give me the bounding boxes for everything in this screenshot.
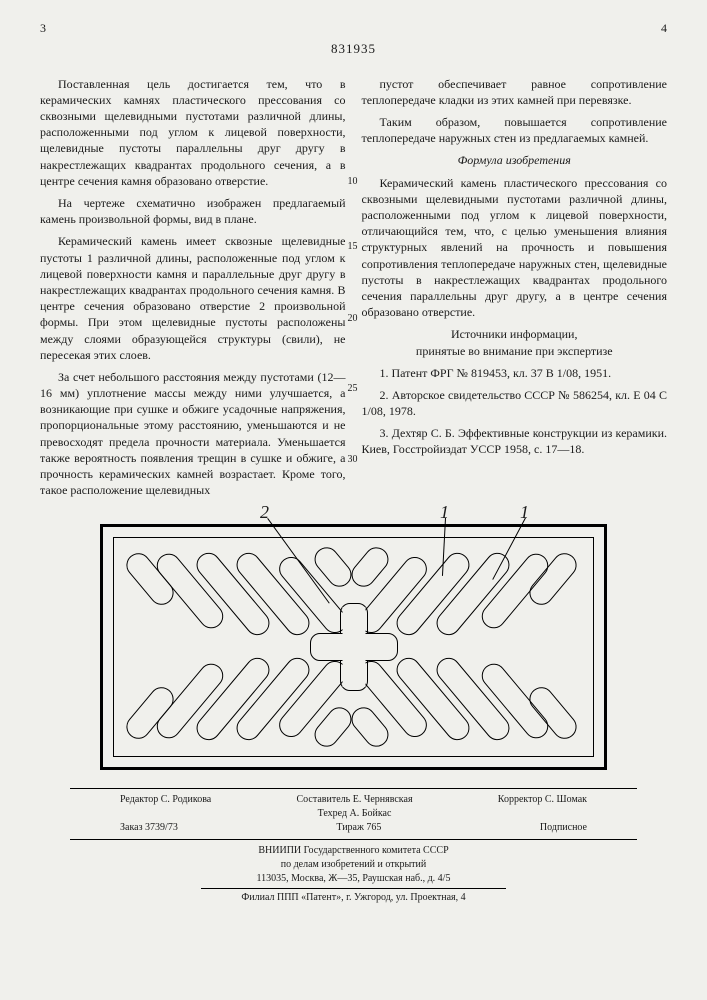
paragraph: Керамический камень имеет сквозные щелев…: [40, 233, 346, 363]
line-marker: 30: [348, 453, 358, 467]
source-item: 1. Патент ФРГ № 819453, кл. 37 В 1/08, 1…: [362, 365, 668, 381]
page-left: 3: [40, 20, 46, 36]
paragraph: Поставленная цель достигается тем, что в…: [40, 76, 346, 189]
org-line: ВНИИПИ Государственного комитета СССР: [40, 844, 667, 858]
address-line: Филиал ППП «Патент», г. Ужгород, ул. Про…: [201, 888, 505, 905]
line-marker: 20: [348, 312, 358, 326]
subscription: Подписное: [540, 821, 587, 835]
paragraph: Таким образом, повышается сопротивление …: [362, 114, 668, 146]
patent-number: 831935: [40, 40, 667, 58]
right-column: пустот обеспечивает равное сопротивление…: [362, 76, 668, 505]
paragraph: На чертеже схематично изображен предлага…: [40, 195, 346, 227]
corrector: Корректор С. Шомак: [498, 793, 587, 821]
text-columns: Поставленная цель достигается тем, что в…: [40, 76, 667, 505]
formula-heading: Формула изобретения: [362, 152, 668, 168]
formula-text: Керамический камень пластического прессо…: [362, 175, 668, 321]
address-line: 113035, Москва, Ж—35, Раушская наб., д. …: [40, 872, 667, 886]
techred: Техред А. Бойкас: [318, 808, 392, 819]
page-right: 4: [661, 20, 667, 36]
brick-outline: [100, 524, 607, 770]
editor: Редактор С. Родикова: [120, 793, 211, 821]
line-marker: 15: [348, 240, 358, 254]
paragraph: пустот обеспечивает равное сопротивление…: [362, 76, 668, 108]
center-hole: [342, 607, 365, 687]
org-line: по делам изобретений и открытий: [40, 858, 667, 872]
line-marker: 10: [348, 175, 358, 189]
left-column: Поставленная цель достигается тем, что в…: [40, 76, 346, 505]
line-marker: 25: [348, 382, 358, 396]
figure: 2 1 1: [100, 524, 607, 770]
compiler: Составитель Е. Чернявская: [296, 794, 412, 805]
source-item: 3. Дехтяр С. Б. Эффективные конструкции …: [362, 425, 668, 457]
footer: Редактор С. Родикова Составитель Е. Черн…: [40, 788, 667, 905]
paragraph: За счет небольшого расстояния между пуст…: [40, 369, 346, 499]
tirage: Тираж 765: [336, 821, 381, 835]
brick-inner: [113, 537, 594, 757]
order-number: Заказ 3739/73: [120, 821, 178, 835]
callout-1b: 1: [520, 500, 529, 524]
sources-heading: Источники информации, принятые во вниман…: [362, 326, 668, 358]
callout-2: 2: [260, 500, 269, 524]
source-item: 2. Авторское свидетельство СССР № 586254…: [362, 387, 668, 419]
